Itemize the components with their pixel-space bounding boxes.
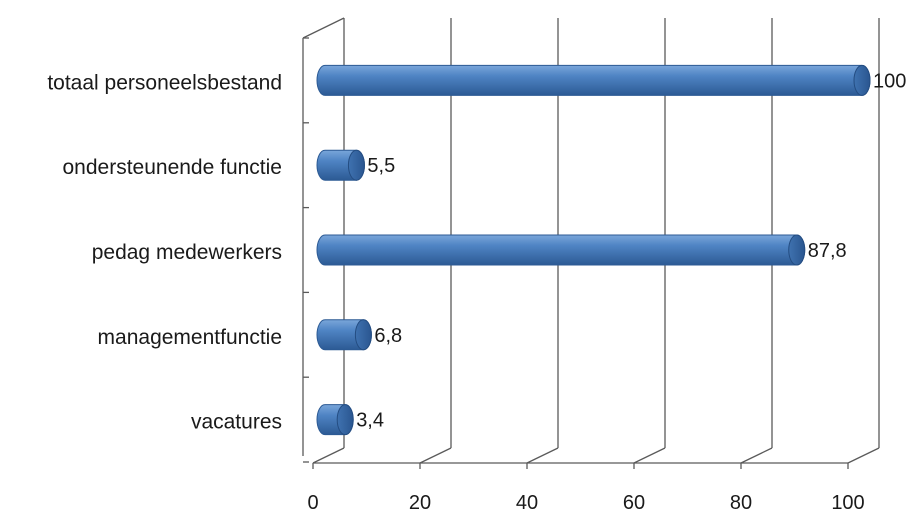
axis-layer [302,17,849,469]
bar-end-cap [788,234,806,266]
bars-layer [316,64,871,436]
bar [316,64,871,96]
data-label: 5,5 [367,155,395,177]
gridline-floor [312,447,345,464]
bar [316,234,806,266]
gridline-floor [633,447,666,464]
category-label: ondersteunende functie [62,156,282,179]
bar-end-cap [853,64,871,96]
category-label: managementfunctie [98,326,282,349]
gridline-floor [847,447,880,464]
data-label: 100 [873,70,906,92]
data-label: 6,8 [374,325,402,347]
x-tick-label: 100 [831,492,864,514]
gridline-floor [419,447,452,464]
data-label: 3,4 [356,410,384,432]
bar-end-cap [347,149,365,181]
gridline-floor [526,447,559,464]
data-label: 87,8 [808,240,847,262]
x-tick-label: 0 [307,492,318,514]
category-label: pedag medewerkers [92,241,282,264]
gridline-floor [740,447,773,464]
x-tick-label: 60 [623,492,645,514]
category-label: vacatures [191,411,282,434]
x-tick-label: 20 [409,492,431,514]
x-tick-label: 80 [730,492,752,514]
category-label: totaal personeelsbestand [47,71,282,94]
y-axis-top-edge [302,17,345,39]
x-tick-label: 40 [516,492,538,514]
bar-end-cap [336,404,354,436]
labels-layer: 0 20 40 60 80 100 3,4 vacatures 6,8 managementfun… [47,70,906,514]
bar-end-cap [354,319,372,351]
